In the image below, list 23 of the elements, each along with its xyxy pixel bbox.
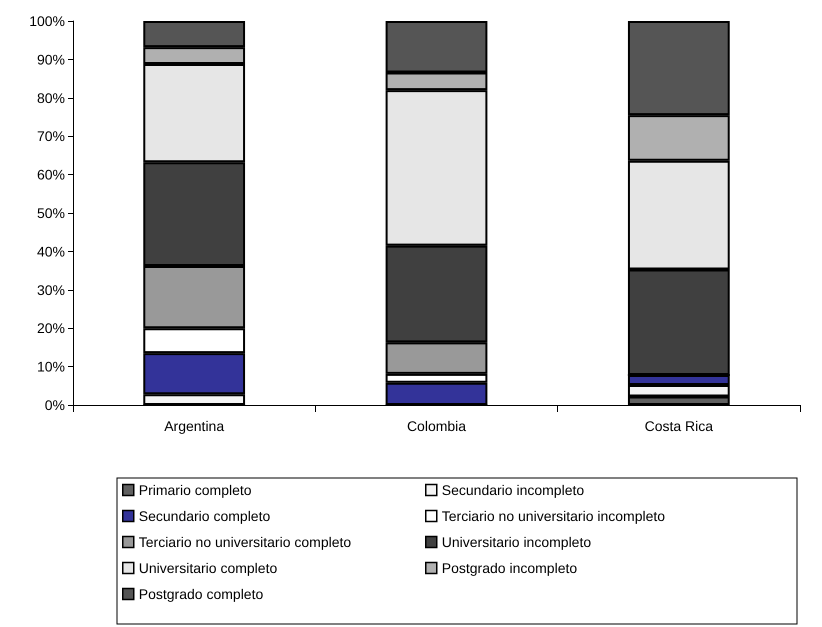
x-tick-label: Costa Rica <box>644 418 714 434</box>
legend-label: Terciario no universitario incompleto <box>442 508 666 524</box>
legend-label: Secundario incompleto <box>442 482 584 498</box>
y-tick-label: 100% <box>29 13 65 29</box>
x-tick-label: Argentina <box>164 418 224 434</box>
legend-label: Postgrado incompleto <box>442 560 578 576</box>
legend-label: Postgrado completo <box>138 586 264 602</box>
legend-label: Universitario completo <box>138 560 278 576</box>
y-tick-label: 20% <box>36 320 65 336</box>
legend-label: Secundario completo <box>138 508 270 524</box>
y-tick-label: 40% <box>36 243 65 260</box>
y-tick-label: 80% <box>36 90 65 106</box>
legend-label: Primario completo <box>138 482 252 498</box>
y-tick-label: 60% <box>36 166 65 183</box>
y-tick-label: 10% <box>36 358 65 375</box>
y-tick-label: 0% <box>44 397 65 413</box>
x-tick-label: Colombia <box>406 418 466 434</box>
y-tick-label: 30% <box>36 282 65 298</box>
legend-label: Terciario no universitario completo <box>138 534 352 550</box>
y-tick-label: 50% <box>36 205 65 221</box>
y-tick-label: 70% <box>36 128 65 144</box>
legend-label: Universitario incompleto <box>442 534 592 550</box>
y-tick-label: 90% <box>36 51 65 68</box>
